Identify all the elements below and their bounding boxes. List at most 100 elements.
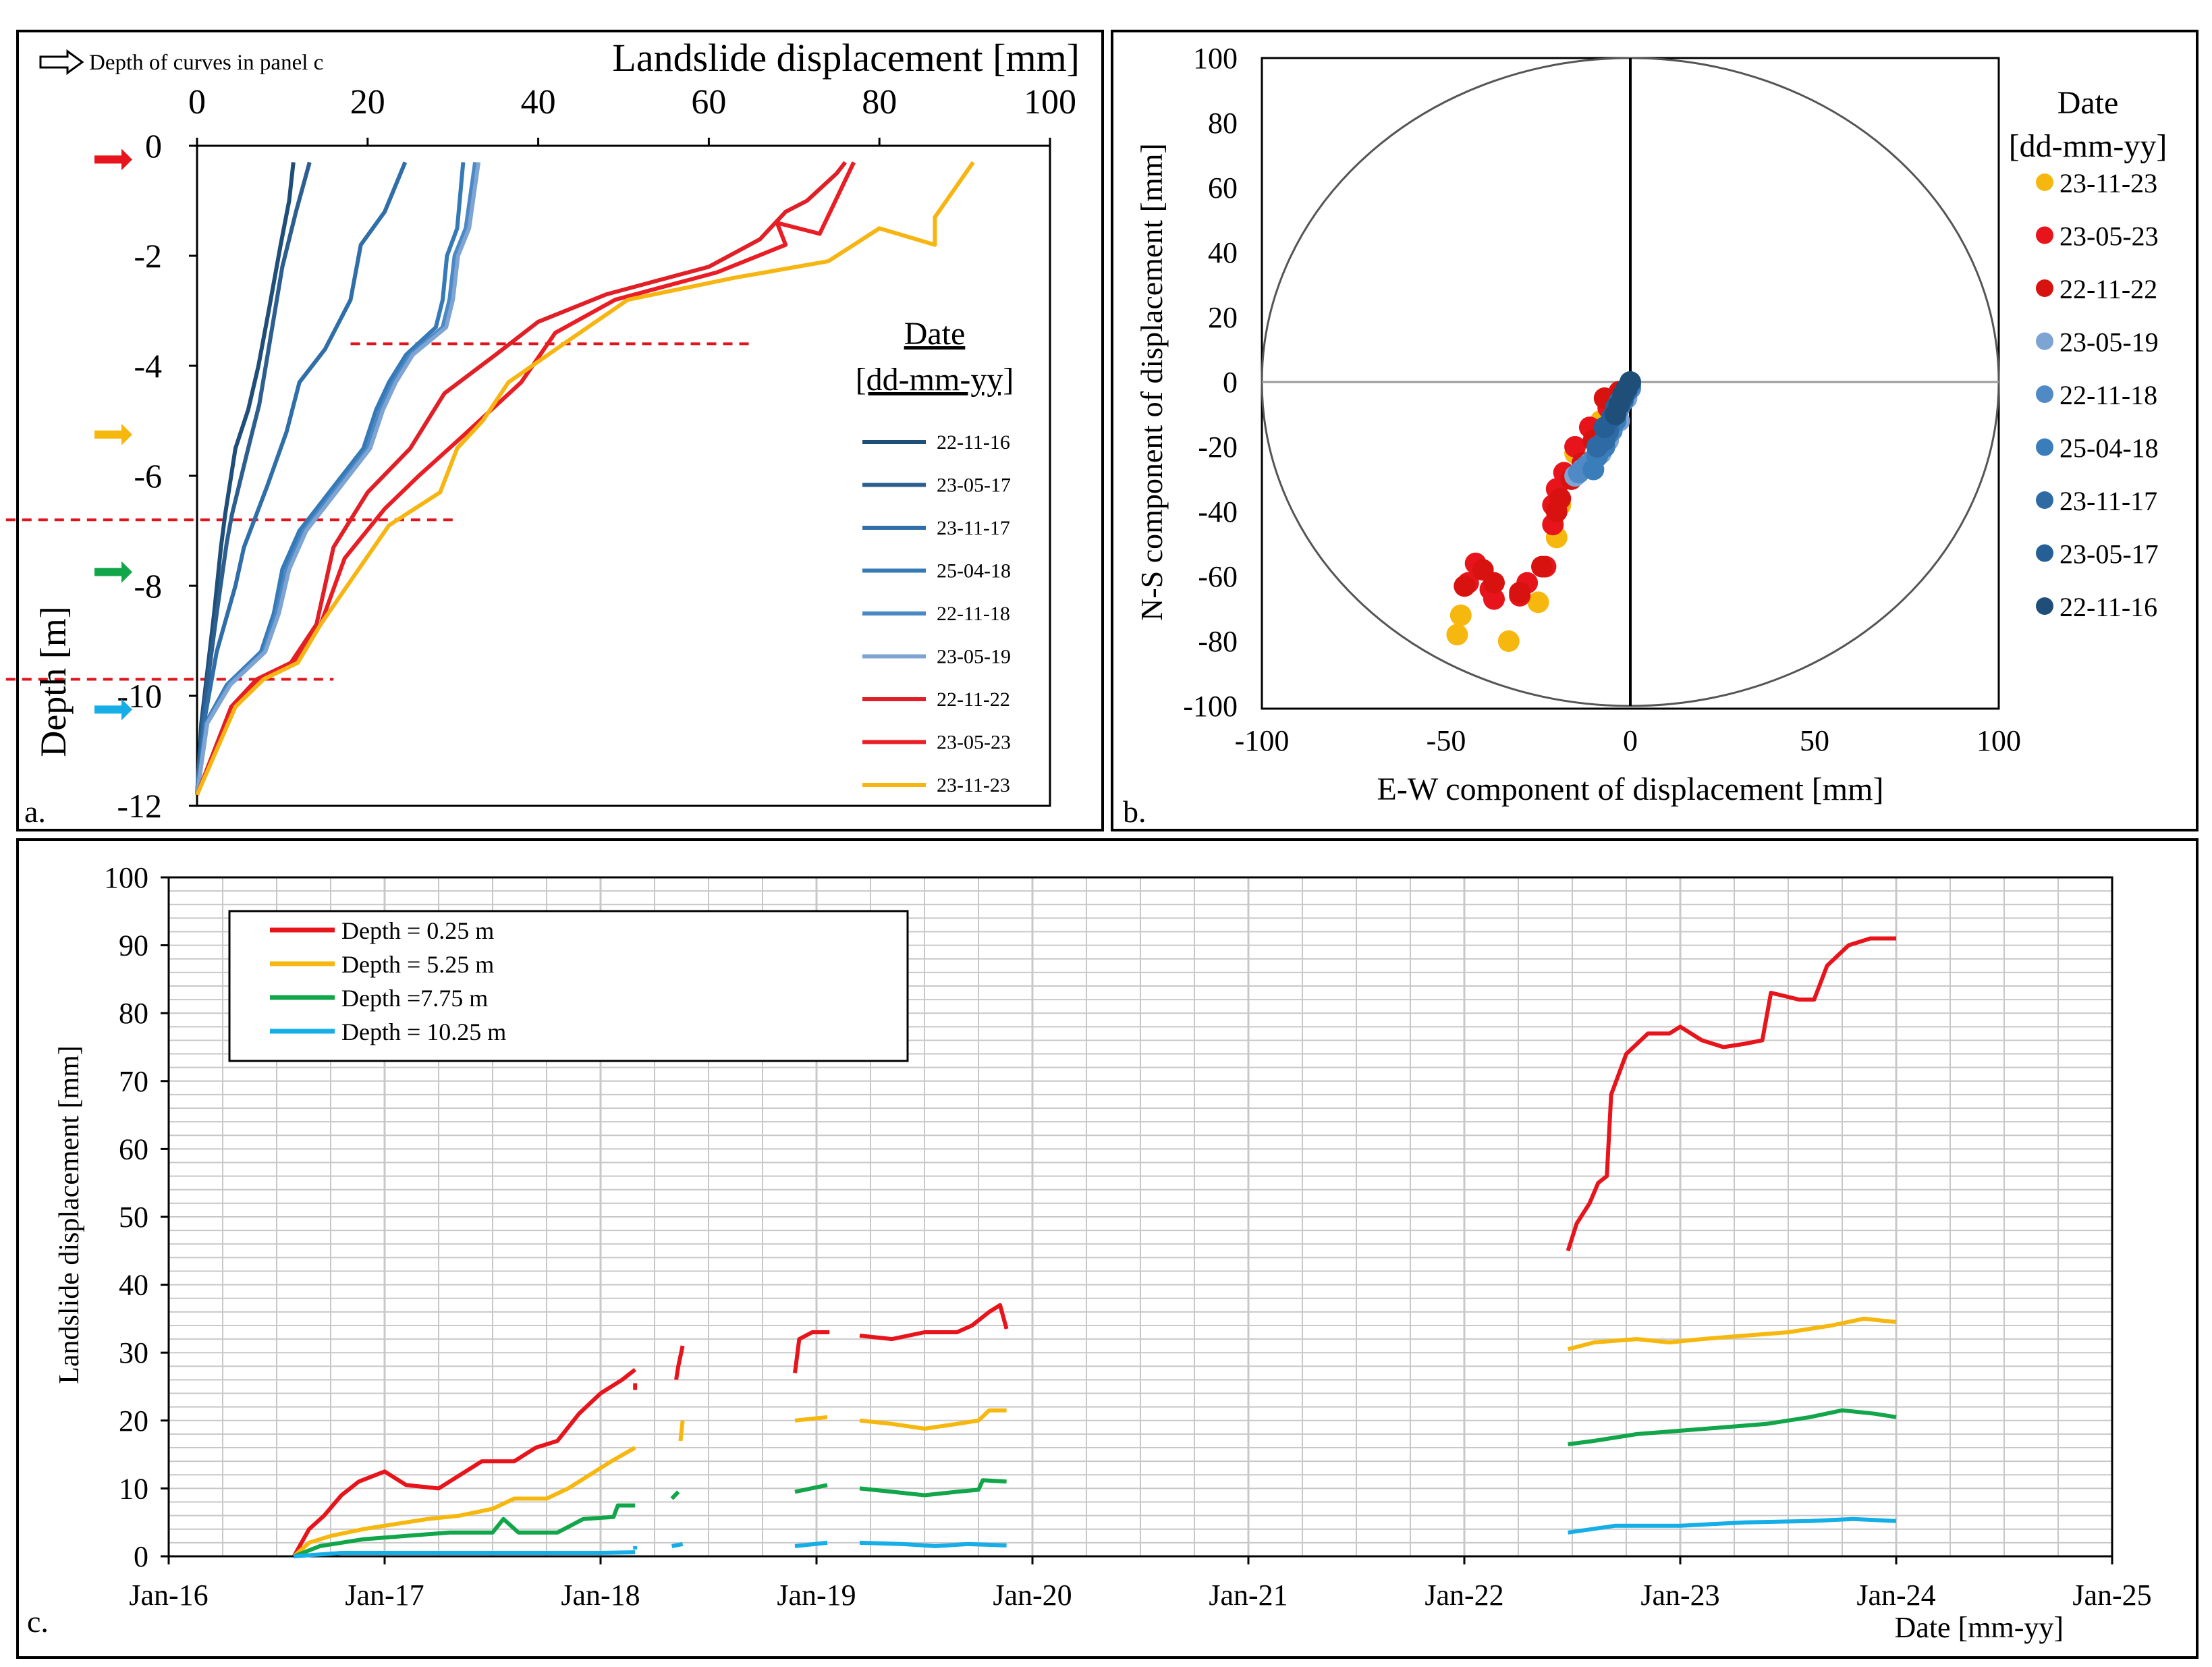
- panel-c-legend-label: Depth =7.75 m: [341, 985, 488, 1012]
- panel-b-y-tick-label: 20: [1208, 301, 1238, 334]
- panel-c-y-tick-label: 60: [119, 1132, 148, 1166]
- panel-b-y-tick-label: -40: [1198, 495, 1238, 528]
- panel-b-legend-label: 23-11-23: [2059, 168, 2157, 198]
- depth-arrow-icon: [94, 561, 132, 583]
- panel-b-y-tick-label: -100: [1183, 690, 1238, 723]
- panel-c-series-line: [794, 1483, 828, 1494]
- panel-c-series-line: [1568, 1408, 1897, 1446]
- panel-b-x-tick-label: 100: [1976, 724, 2021, 757]
- panel-b-legend-marker: [2036, 279, 2053, 297]
- panel-a-x-tick-label: 0: [188, 83, 206, 121]
- panel-a-series-line: [195, 161, 312, 795]
- panel-b-y-tick-label: 40: [1208, 236, 1238, 269]
- panel-b-data-point: [1564, 436, 1586, 458]
- panel-b-y-tick-label: -20: [1198, 431, 1238, 464]
- panel-b-legend-marker: [2036, 385, 2053, 403]
- panel-a-x-title: Landslide displacement [mm]: [612, 36, 1080, 80]
- panel-b-x-tick-label: 0: [1623, 724, 1638, 757]
- panel-b-data-point: [1483, 572, 1505, 594]
- panel-a-legend-title-1: Date: [904, 316, 966, 352]
- panel-b-legend-label: 23-05-19: [2059, 327, 2159, 358]
- panel-a-legend-label: 23-11-17: [937, 517, 1010, 539]
- panel-b-legend-title-1: Date: [2057, 85, 2119, 121]
- panel-b-legend-label: 23-11-17: [2059, 486, 2157, 516]
- panel-a-y-tick-label: -4: [134, 347, 162, 385]
- panel-a-label: a.: [24, 794, 46, 829]
- panel-b-legend-marker: [2036, 226, 2053, 244]
- panel-c-x-tick-label: Jan-17: [345, 1579, 424, 1612]
- panel-c-y-tick-label: 10: [119, 1472, 148, 1505]
- panel-a-y-tick-label: -6: [134, 457, 162, 495]
- panel-b-y-tick-label: 0: [1223, 366, 1238, 399]
- panel-b-y-tick-label: 80: [1208, 107, 1238, 140]
- panel-b-data-point: [1449, 604, 1472, 626]
- panel-c-series-line: [670, 1490, 680, 1500]
- panel-c-series-line: [292, 1446, 636, 1558]
- panel-a-y-tick-label: 0: [145, 127, 162, 165]
- panel-c-y-title: Landslide displacement [mm]: [54, 1045, 85, 1384]
- panel-a-x-tick-label: 60: [691, 83, 726, 121]
- panel-c-x-tick-label: Jan-24: [1856, 1579, 1935, 1612]
- panel-a-legend-label: 23-05-23: [937, 732, 1011, 754]
- panel-a-series-line: [195, 161, 481, 796]
- panel-a-series-line: [195, 161, 847, 796]
- panel-b-legend-label: 25-04-18: [2059, 433, 2159, 464]
- panel-b-data-point: [1620, 371, 1641, 393]
- panel-b-frame: [1111, 30, 2199, 831]
- panel-a-legend-label: 22-11-18: [937, 603, 1010, 625]
- panel-c-series-line: [859, 1540, 1007, 1548]
- panel-c-series-line: [1568, 1516, 1897, 1535]
- panel-c-y-tick-label: 90: [119, 929, 148, 962]
- panel-a-y-tick-label: -8: [134, 567, 162, 605]
- panel-b-legend-marker: [2036, 332, 2053, 350]
- panel-c: Jan-16 Jan-17 Jan-18 Jan-19 Jan-20 Jan-21 Jan-…: [27, 861, 2152, 1644]
- panel-b-y-title: N-S component of displacement [mm]: [1134, 143, 1169, 621]
- panel-c-series-line: [671, 1541, 684, 1548]
- depth-arrow-icon: [94, 699, 132, 721]
- panel-b-data-point: [1446, 624, 1468, 646]
- panel-b-y-tick-label: -60: [1198, 560, 1238, 593]
- panel-b-legend-label: 22-11-22: [2059, 274, 2157, 304]
- panel-a-x-tick-label: 40: [521, 83, 556, 121]
- panel-b-y-tick-label: 60: [1208, 171, 1238, 204]
- panel-c-y-tick-label: 0: [134, 1540, 148, 1573]
- panel-c-y-tick-label: 70: [119, 1065, 148, 1098]
- panel-a-x-tick-label: 20: [350, 83, 385, 121]
- panel-c-series-line: [1567, 1316, 1897, 1352]
- panel-c-series-line: [292, 1367, 637, 1558]
- panel-c-y-tick-label: 40: [119, 1269, 148, 1302]
- panel-c-x-tick-label: Jan-19: [777, 1579, 856, 1612]
- depth-arrow-icon: [94, 423, 132, 445]
- panel-b-y-tick-label: 100: [1193, 42, 1238, 75]
- panel-c-x-tick-label: Jan-20: [993, 1579, 1072, 1612]
- panel-b-y-tick-label: -80: [1198, 625, 1238, 658]
- panel-c-series-line: [678, 1420, 685, 1442]
- panel-c-x-title: Date [mm-yy]: [1895, 1611, 2064, 1644]
- panel-c-series-line: [859, 1408, 1007, 1431]
- panel-b-data-point: [1509, 582, 1531, 603]
- panel-c-series-line: [793, 1330, 830, 1373]
- panel-a-legend-label: 23-05-19: [937, 646, 1011, 668]
- panel-b-x-tick-label: 50: [1800, 724, 1829, 757]
- panel-b-legend-label: 23-05-23: [2059, 221, 2159, 252]
- panel-b-label: b.: [1123, 794, 1146, 829]
- panel-a-legend-label: 25-04-18: [937, 560, 1011, 582]
- panel-b-data-point: [1497, 630, 1520, 652]
- panel-b-legend-marker: [2036, 173, 2053, 191]
- panel-c-legend-label: Depth = 0.25 m: [341, 917, 494, 944]
- panel-c-series-line: [859, 1303, 1009, 1342]
- panel-b-x-title: E-W component of displacement [mm]: [1377, 771, 1884, 807]
- panel-c-series-line: [674, 1345, 685, 1380]
- panel-a-plot-area: [196, 144, 1051, 807]
- panel-c-label: c.: [27, 1604, 49, 1639]
- panel-b-legend-marker: [2036, 597, 2053, 615]
- panel-b: -100 -50 0 50 100 100 80 60 40 20 0 -20 -40 -60 -80 -1…: [1123, 42, 2167, 829]
- panel-b-x-tick-label: -50: [1427, 724, 1466, 757]
- panel-b-data-point: [1483, 588, 1505, 610]
- arrow-note-text: Depth of curves in panel c: [89, 51, 323, 75]
- panel-b-legend-title-2: [dd-mm-yy]: [2009, 128, 2167, 164]
- panel-b-data-point: [1531, 555, 1553, 578]
- panel-c-x-tick-label: Jan-21: [1209, 1579, 1288, 1612]
- panel-b-legend-marker: [2036, 544, 2053, 562]
